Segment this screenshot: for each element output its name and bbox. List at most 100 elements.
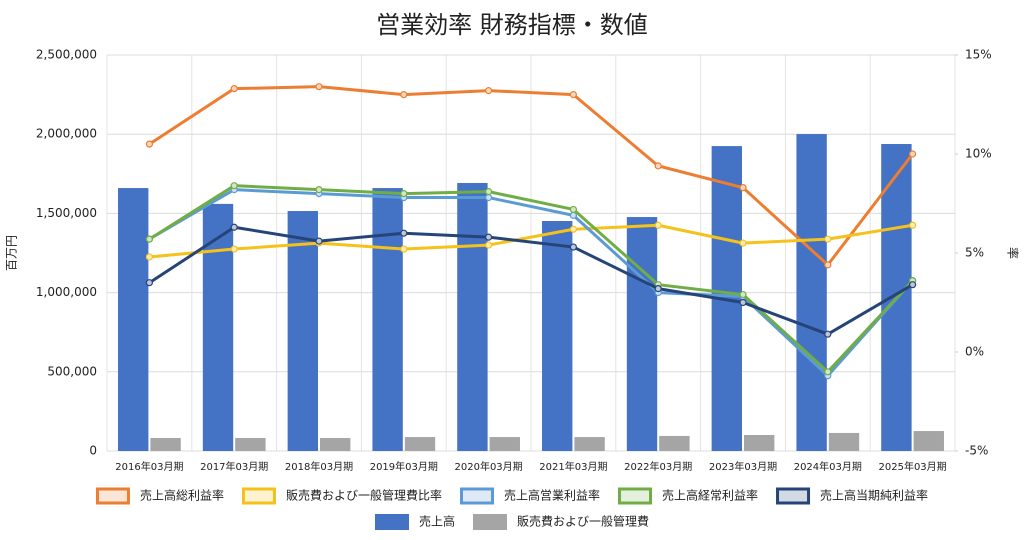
point: [485, 241, 493, 249]
bar: [659, 435, 690, 451]
point: [654, 221, 662, 229]
bar: [118, 188, 149, 451]
point: [569, 90, 578, 99]
legend-swatch: [776, 487, 811, 505]
line: [148, 188, 914, 378]
bar: [913, 431, 944, 451]
point: [230, 223, 238, 231]
point: [485, 193, 493, 202]
bar: [320, 438, 351, 451]
point: [485, 188, 493, 196]
legend-label: 売上高経常利益率: [662, 488, 758, 503]
point: [400, 190, 408, 198]
point: [908, 150, 917, 158]
bar: [235, 438, 266, 451]
legend-swatch: [459, 487, 494, 505]
point: [400, 90, 408, 99]
bar: [796, 134, 827, 451]
y2-tick-label: -5%: [965, 444, 988, 458]
point: [400, 245, 408, 253]
y-tick-label: 1,000,000: [36, 285, 97, 299]
line: [148, 184, 914, 374]
point: [654, 285, 662, 293]
bar: [202, 203, 234, 451]
x-tick-label: 2018年03月期: [285, 460, 353, 473]
point: [739, 184, 747, 192]
x-tick-label: 2025年03月期: [879, 460, 947, 473]
legend-swatch: [618, 487, 653, 505]
point: [400, 229, 408, 237]
bar: [574, 437, 605, 451]
point: [485, 233, 493, 241]
point: [739, 239, 747, 247]
bar: [542, 221, 573, 451]
bar: [489, 437, 520, 451]
point: [315, 83, 323, 91]
legend-swatch: [241, 487, 276, 505]
x-tick-label: 2016年03月期: [115, 460, 183, 473]
line: [148, 225, 914, 336]
point: [824, 368, 832, 376]
bar: [626, 217, 658, 451]
point: [824, 330, 832, 338]
x-tick-label: 2020年03月期: [455, 460, 523, 473]
legend-swatch: [374, 514, 409, 530]
point: [569, 225, 578, 233]
legend-swatch: [473, 514, 507, 530]
bar: [828, 432, 860, 451]
point: [145, 253, 153, 261]
point: [485, 87, 493, 95]
legend-label: 売上高総利益率: [140, 488, 224, 503]
legend-label: 販売費および一般管理費: [517, 514, 649, 529]
point: [908, 281, 917, 289]
y-tick-label: 0: [89, 444, 97, 458]
point: [569, 243, 578, 251]
line: [148, 85, 914, 267]
y-tick-label: 2,000,000: [36, 127, 97, 141]
x-tick-label: 2017年03月期: [200, 460, 268, 473]
point: [824, 261, 832, 269]
legend-swatch: [95, 487, 130, 505]
y2-tick-label: 15%: [965, 48, 992, 62]
point: [908, 221, 917, 229]
y2-axis-title: 率: [1006, 247, 1021, 259]
point: [569, 205, 578, 214]
point: [145, 279, 153, 287]
point: [230, 85, 238, 93]
x-tick-label: 2024年03月期: [794, 460, 862, 473]
point: [145, 140, 153, 148]
point: [315, 186, 323, 194]
y-tick-label: 2,500,000: [36, 48, 97, 62]
point: [739, 298, 747, 307]
x-tick-label: 2022年03月期: [624, 460, 692, 473]
legend-label: 売上高: [419, 514, 455, 529]
point: [145, 235, 153, 243]
line: [149, 223, 913, 259]
bar: [150, 438, 181, 451]
legend-label: 販売費および一般管理費比率: [286, 488, 442, 503]
x-tick-label: 2021年03月期: [539, 460, 607, 473]
x-tick-label: 2023年03月期: [709, 460, 777, 473]
chart-title: 営業効率 財務指標・数値: [376, 11, 648, 39]
bar: [744, 435, 775, 451]
point: [230, 182, 238, 190]
legend-label: 売上高営業利益率: [504, 488, 600, 503]
y-tick-label: 1,500,000: [36, 206, 97, 220]
legend-label: 売上高当期純利益率: [820, 488, 928, 503]
bar: [457, 182, 488, 452]
x-tick-label: 2019年03月期: [370, 460, 438, 473]
y2-tick-label: 0%: [965, 345, 984, 359]
bar: [287, 211, 318, 451]
y-axis-title: 百万円: [5, 235, 19, 271]
point: [739, 290, 747, 299]
y2-tick-label: 5%: [965, 246, 984, 260]
point: [230, 245, 238, 253]
point: [654, 162, 662, 170]
y2-tick-label: 10%: [965, 147, 992, 161]
point: [824, 235, 832, 243]
y-tick-label: 500,000: [47, 364, 97, 378]
bar: [404, 437, 436, 451]
bar: [372, 188, 403, 451]
point: [315, 237, 323, 245]
